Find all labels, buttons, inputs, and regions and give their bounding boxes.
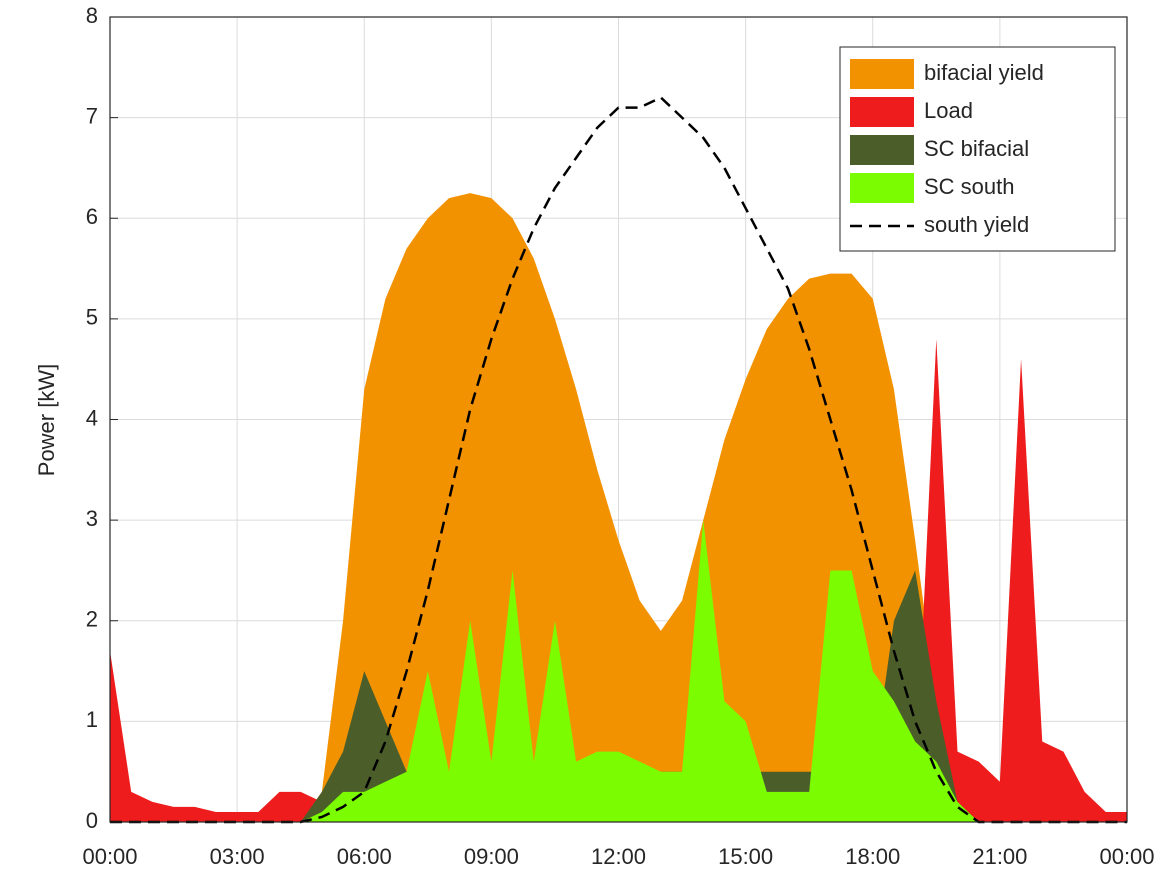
x-tick-label: 12:00 bbox=[591, 844, 646, 869]
y-tick-label: 6 bbox=[86, 204, 98, 229]
y-axis-label: Power [kW] bbox=[34, 364, 59, 476]
area bbox=[110, 520, 1127, 822]
legend-swatch bbox=[850, 173, 914, 203]
y-tick-label: 4 bbox=[86, 405, 98, 430]
y-tick-label: 0 bbox=[86, 808, 98, 833]
y-tick-label: 7 bbox=[86, 103, 98, 128]
x-tick-label: 00:00 bbox=[1099, 844, 1154, 869]
legend-swatch bbox=[850, 135, 914, 165]
legend: bifacial yield Load SC bifacial SC south sou… bbox=[839, 46, 1116, 252]
legend-label: bifacial yield bbox=[924, 60, 1044, 85]
y-tick-label: 1 bbox=[86, 707, 98, 732]
x-tick-label: 00:00 bbox=[82, 844, 137, 869]
legend-label: SC south bbox=[924, 174, 1015, 199]
legend-label: SC bifacial bbox=[924, 136, 1029, 161]
y-tick-label: 8 bbox=[86, 3, 98, 28]
area bbox=[110, 339, 1127, 822]
y-tick-label: 3 bbox=[86, 506, 98, 531]
x-tick-label: 09:00 bbox=[464, 844, 519, 869]
area bbox=[110, 193, 1127, 822]
plot-frame bbox=[109, 16, 1128, 823]
x-tick-label: 03:00 bbox=[210, 844, 265, 869]
y-tick-label: 2 bbox=[86, 607, 98, 632]
x-tick-label: 18:00 bbox=[845, 844, 900, 869]
legend-label: Load bbox=[924, 98, 973, 123]
legend-swatch bbox=[850, 97, 914, 127]
x-tick-label: 21:00 bbox=[972, 844, 1027, 869]
legend-label: south yield bbox=[924, 212, 1029, 237]
line bbox=[110, 96, 1127, 824]
legend-swatch bbox=[850, 59, 914, 89]
x-tick-label: 15:00 bbox=[718, 844, 773, 869]
area bbox=[110, 570, 1127, 822]
x-tick-label: 06:00 bbox=[337, 844, 392, 869]
y-tick-label: 5 bbox=[86, 305, 98, 330]
